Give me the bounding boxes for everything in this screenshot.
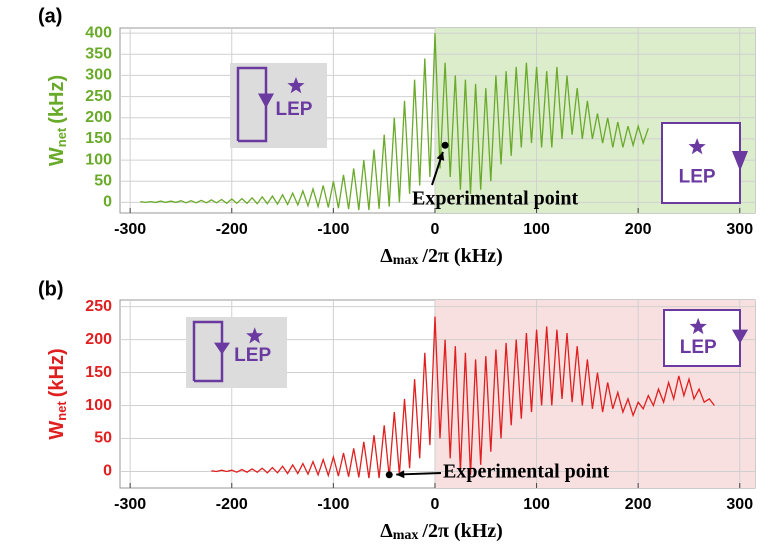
- star-icon: [688, 138, 706, 155]
- y-tick-label: 150: [85, 130, 112, 147]
- x-tick-label: -100: [317, 221, 349, 238]
- y-axis-label: Wnet (kHz): [46, 348, 69, 439]
- y-label-main: W: [46, 421, 68, 440]
- y-tick-label: 0: [103, 194, 112, 211]
- experimental-point: [385, 471, 393, 479]
- x-tick-label: 100: [523, 496, 550, 513]
- y-tick-label: 200: [85, 331, 112, 348]
- y-label-unit: (kHz): [46, 348, 68, 397]
- x-tick-label: 200: [625, 496, 652, 513]
- star-icon: [689, 317, 707, 335]
- annotation-text: Experimental point: [443, 461, 609, 483]
- panel: (b) 0 50 100 150 200 250 -300 -200 -100 0 100 200 300…: [38, 278, 756, 544]
- x-tick-label: -100: [317, 496, 349, 513]
- loop-path: [192, 320, 224, 383]
- y-tick-label: 350: [85, 45, 112, 62]
- data-line: [211, 316, 715, 479]
- arrow-head: [436, 151, 445, 161]
- y-tick-label: 50: [94, 172, 112, 189]
- loop-arrow: [214, 342, 230, 355]
- y-axis-label: Wnet (kHz): [46, 75, 69, 166]
- x-label-main: Δ: [380, 520, 393, 542]
- y-label-unit: (kHz): [46, 75, 68, 124]
- y-tick-label: 0: [103, 463, 112, 480]
- x-tick-label: 100: [523, 221, 550, 238]
- x-tick-label: -300: [114, 221, 146, 238]
- arrow-head: [396, 470, 405, 479]
- inset-box: [230, 63, 327, 148]
- inset-label: LEP: [679, 166, 716, 187]
- y-tick-label: 50: [94, 430, 112, 447]
- loop-arrow: [732, 151, 748, 171]
- loop-path: [236, 66, 268, 143]
- y-label-sub: net: [54, 401, 69, 421]
- x-tick-label: 200: [625, 221, 652, 238]
- x-label-unit: /2π (kHz): [421, 520, 502, 542]
- y-tick-label: 400: [85, 24, 112, 41]
- panel-label: (a): [38, 5, 62, 27]
- loop-arrow: [732, 329, 748, 344]
- x-tick-label: 300: [726, 221, 753, 238]
- y-tick-label: 200: [85, 109, 112, 126]
- inset-box: [661, 122, 741, 204]
- inset-label: LEP: [234, 345, 271, 366]
- panel: (a) 0 50 100 150 200 250 300 350 400 -300 -200 -100 0…: [38, 5, 756, 269]
- x-axis-label: Δmax/2π (kHz): [380, 245, 503, 269]
- x-label-unit: /2π (kHz): [421, 245, 502, 267]
- x-tick-label: 0: [431, 221, 440, 238]
- x-tick-label: 300: [726, 496, 753, 513]
- y-label-sub: net: [54, 127, 69, 147]
- inset-label: LEP: [680, 337, 717, 358]
- x-label-sub: max: [393, 253, 419, 268]
- y-tick-label: 300: [85, 67, 112, 84]
- panel-label: (b): [38, 278, 64, 300]
- annotation-text: Experimental point: [412, 188, 578, 210]
- y-label-main: W: [46, 147, 68, 166]
- x-tick-label: -300: [114, 496, 146, 513]
- x-axis-label: Δmax/2π (kHz): [380, 520, 503, 544]
- y-tick-label: 100: [85, 397, 112, 414]
- star-icon: [246, 327, 264, 344]
- loop-arrow: [258, 93, 274, 109]
- experimental-point: [441, 141, 449, 149]
- y-tick-label: 100: [85, 151, 112, 168]
- inset-box: [186, 317, 287, 388]
- x-tick-label: -200: [216, 221, 248, 238]
- star-icon: [287, 77, 305, 94]
- y-tick-label: 250: [85, 298, 112, 315]
- inset-box: [663, 309, 741, 367]
- x-tick-label: 0: [431, 496, 440, 513]
- y-tick-label: 250: [85, 88, 112, 105]
- inset-label: LEP: [276, 99, 313, 120]
- x-tick-label: -200: [216, 496, 248, 513]
- y-tick-label: 150: [85, 364, 112, 381]
- data-line: [140, 33, 649, 211]
- x-label-sub: max: [393, 528, 419, 543]
- x-label-main: Δ: [380, 245, 393, 267]
